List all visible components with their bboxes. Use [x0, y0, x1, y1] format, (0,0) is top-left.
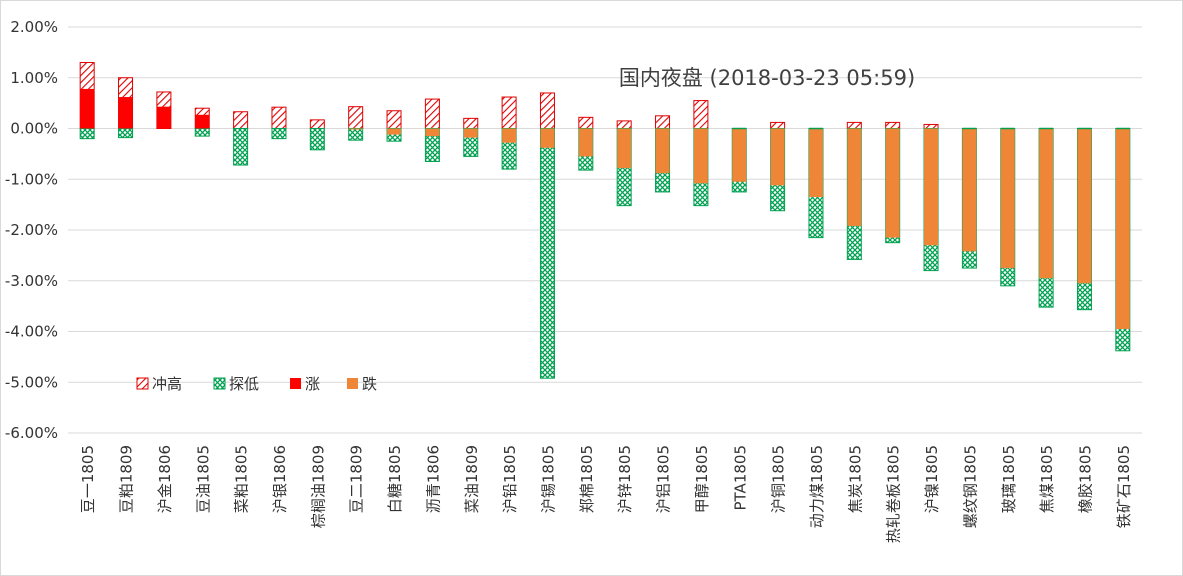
- y-tick-label: -2.00%: [5, 221, 58, 239]
- y-tick-label: -4.00%: [5, 323, 58, 341]
- bar-down: [463, 128, 478, 138]
- y-tick-label: -3.00%: [5, 272, 58, 290]
- x-category-label: 热轧卷板1805: [885, 445, 903, 543]
- bar-down: [693, 128, 708, 184]
- bar-down: [1039, 128, 1054, 279]
- bar-high: [885, 121, 901, 130]
- x-category-label: 沪铅1805: [501, 445, 519, 513]
- x-category-label: 沪锌1805: [616, 445, 634, 513]
- bar-low: [233, 128, 249, 166]
- bar-down: [655, 128, 670, 174]
- bar-low: [309, 128, 325, 151]
- legend-swatch: [213, 377, 226, 390]
- bar-low: [118, 128, 134, 139]
- x-category-label: 菜粕1805: [233, 445, 251, 513]
- legend: 冲高 探低 涨 跌: [136, 375, 377, 393]
- bar-down: [348, 128, 363, 130]
- bar-down: [962, 128, 977, 252]
- bar-down: [1077, 128, 1092, 284]
- y-tick-label: 0.00%: [10, 120, 58, 138]
- x-category-label: 沪铝1805: [655, 445, 673, 513]
- bar-down: [847, 128, 862, 226]
- bar-high: [386, 110, 402, 130]
- bar-high: [616, 120, 632, 129]
- x-category-label: 沪银1806: [271, 445, 289, 513]
- legend-label: 冲高: [152, 375, 182, 393]
- bar-high: [770, 121, 786, 130]
- x-category-label: 甲醇1805: [693, 445, 711, 513]
- x-category-label: 焦炭1805: [846, 445, 864, 513]
- bar-up: [195, 114, 210, 129]
- bar-high: [348, 106, 364, 129]
- bar-low: [348, 128, 364, 141]
- x-category-label: 橡胶1805: [1076, 445, 1094, 513]
- bar-high: [578, 116, 594, 129]
- bar-high: [463, 117, 479, 129]
- x-category-label: 豆二1809: [348, 445, 366, 513]
- bar-high: [233, 111, 249, 130]
- x-category-label: 沪锡1805: [539, 445, 557, 513]
- legend-swatch: [136, 377, 149, 390]
- bar-down: [502, 128, 517, 143]
- x-category-label: 沪金1806: [156, 445, 174, 513]
- bar-low: [79, 128, 95, 140]
- bar-high: [501, 96, 517, 130]
- x-category-label: PTA1805: [731, 445, 749, 510]
- bar-high: [923, 123, 939, 130]
- chart-title: 国内夜盘 (2018-03-23 05:59): [619, 66, 915, 90]
- bar-down: [732, 128, 747, 182]
- y-tick-label: 1.00%: [10, 69, 58, 87]
- y-tick-label: -6.00%: [5, 424, 58, 442]
- x-category-label: 豆粕1809: [118, 445, 136, 513]
- bar-high: [424, 98, 440, 130]
- legend-label: 跌: [362, 375, 377, 393]
- bar-down: [578, 128, 593, 157]
- x-category-label: 螺纹钢1805: [961, 445, 979, 528]
- bar-down: [808, 128, 823, 198]
- bar-high: [655, 115, 671, 129]
- bar-down: [770, 128, 785, 186]
- bar-down: [540, 128, 555, 148]
- x-category-label: 焦煤1805: [1038, 445, 1056, 513]
- bar-down: [387, 128, 402, 135]
- bar-down: [1000, 128, 1015, 269]
- x-category-label: 菜油1809: [463, 445, 481, 513]
- x-category-label: 玻璃1805: [1000, 445, 1018, 513]
- bar-down: [1115, 128, 1130, 329]
- x-category-label: 豆油1805: [194, 445, 212, 513]
- x-category-label: 沪铜1805: [770, 445, 788, 513]
- bar-down: [617, 128, 632, 169]
- bar-high: [693, 100, 709, 130]
- bar-high: [309, 119, 325, 129]
- x-category-label: 郑棉1805: [578, 445, 596, 513]
- legend-swatch: [347, 378, 358, 389]
- bar-down: [425, 128, 440, 137]
- x-category-label: 豆一1805: [79, 445, 97, 513]
- x-category-label: 铁矿石1805: [1115, 445, 1133, 528]
- bar-up: [80, 88, 95, 129]
- y-tick-label: -5.00%: [5, 373, 58, 391]
- x-category-label: 动力煤1805: [808, 445, 826, 528]
- x-category-label: 棕榈油1809: [309, 445, 327, 528]
- bar-low: [194, 128, 210, 137]
- bar-high: [539, 92, 555, 129]
- legend-label: 探低: [229, 375, 259, 393]
- y-tick-label: -1.00%: [5, 170, 58, 188]
- x-category-label: 沥青1806: [424, 445, 442, 513]
- bar-low: [271, 128, 287, 140]
- bar-up: [156, 106, 171, 129]
- bar-high: [271, 106, 287, 129]
- y-tick-label: 2.00%: [10, 18, 58, 36]
- bar-down: [885, 128, 900, 238]
- bar-low: [539, 128, 555, 379]
- bar-up: [118, 97, 133, 129]
- legend-swatch: [290, 378, 301, 389]
- bar-down: [924, 128, 939, 246]
- bar-high: [846, 121, 862, 130]
- x-category-label: 沪镍1805: [923, 445, 941, 513]
- x-category-label: 白糖1805: [386, 445, 404, 513]
- legend-label: 涨: [305, 375, 320, 393]
